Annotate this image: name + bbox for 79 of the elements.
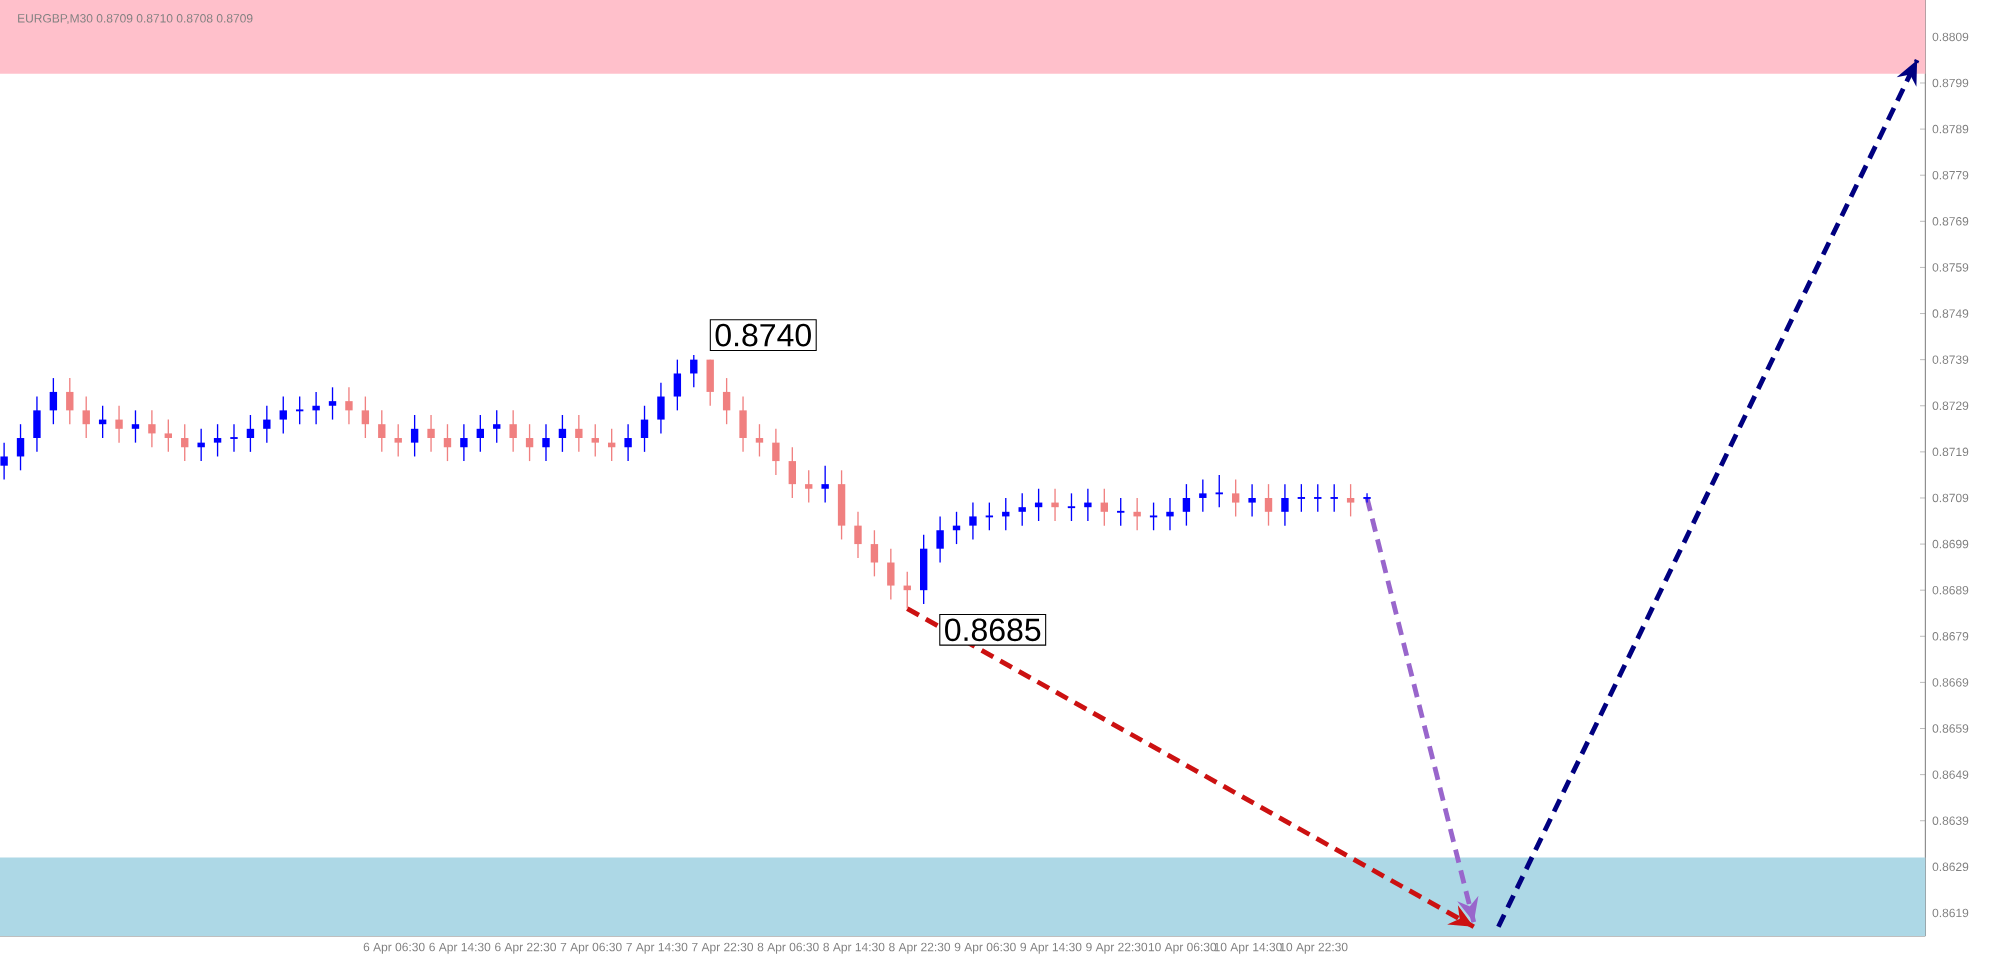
candlestick	[394, 423, 402, 458]
candlestick	[361, 395, 370, 439]
candlestick	[837, 469, 846, 541]
candlestick	[476, 414, 485, 453]
candlestick	[821, 465, 829, 504]
candlestick	[509, 409, 517, 453]
candlestick	[16, 423, 25, 471]
candlestick	[66, 377, 74, 425]
candlestick	[919, 534, 928, 605]
candlestick	[263, 405, 271, 444]
candlestick	[33, 395, 41, 453]
candlestick	[443, 423, 452, 462]
candlestick	[378, 409, 386, 453]
candlestick	[427, 414, 435, 453]
candlestick	[1066, 492, 1077, 522]
candlestick	[591, 423, 599, 458]
candlestick	[1214, 474, 1224, 508]
candlestick	[1329, 483, 1339, 513]
candlestick	[1133, 497, 1141, 531]
candlestick	[460, 423, 468, 462]
candlestick	[854, 511, 862, 559]
candlestick	[328, 386, 337, 421]
candlestick	[197, 428, 205, 462]
candlestick	[575, 414, 583, 453]
annotation: 0.8740	[715, 323, 811, 347]
candlestick	[295, 395, 305, 425]
candlestick	[345, 386, 353, 425]
candlestick	[1182, 483, 1191, 527]
candlestick	[936, 515, 944, 564]
candlestick	[673, 358, 682, 412]
candlestick	[722, 377, 731, 425]
candlestick	[755, 423, 764, 458]
candlestick	[805, 469, 813, 504]
candlestick	[1264, 483, 1273, 527]
candlestick	[49, 377, 58, 425]
candlestick	[969, 501, 977, 541]
candlestick	[870, 529, 879, 578]
candlestick	[279, 395, 287, 435]
candlestick	[1018, 492, 1026, 527]
candlestick	[1296, 483, 1306, 513]
candlestick	[739, 395, 747, 453]
candlestick	[82, 395, 90, 439]
candlestick	[788, 446, 796, 499]
candlestick	[984, 501, 994, 531]
candlestick	[131, 409, 140, 444]
candlestick	[246, 414, 255, 453]
candlestick	[657, 382, 665, 435]
candlestick	[624, 423, 632, 462]
candlestick	[887, 548, 895, 601]
candlestick	[115, 405, 123, 444]
candlestick	[148, 409, 156, 448]
candlestick	[0, 441, 8, 481]
annotation: 0.8685	[945, 618, 1041, 642]
candlestick	[1231, 478, 1240, 518]
candlestick	[542, 423, 550, 462]
candlestick	[640, 405, 649, 453]
candlestick	[525, 423, 534, 462]
candlestick	[164, 418, 173, 453]
candlestick	[1166, 497, 1174, 531]
candlestick	[1100, 488, 1108, 527]
candlestick	[1116, 497, 1126, 527]
candlestick	[1084, 488, 1092, 522]
candlestick	[706, 358, 714, 407]
candlestick	[1199, 478, 1207, 513]
candlestick	[1248, 483, 1256, 518]
candlestick	[493, 409, 501, 444]
candlestick	[1051, 488, 1059, 522]
candlestick	[1281, 483, 1289, 527]
candlestick	[772, 428, 780, 476]
candlestick	[213, 423, 222, 458]
candlestick	[1362, 492, 1372, 504]
candlestick	[312, 391, 320, 425]
candlestick	[229, 423, 239, 453]
candlestick	[410, 414, 419, 458]
candlestick	[181, 423, 189, 462]
candlestick	[558, 414, 567, 453]
candlestick	[1313, 483, 1323, 513]
candlestick	[1148, 501, 1159, 531]
candlestick	[1346, 483, 1355, 518]
